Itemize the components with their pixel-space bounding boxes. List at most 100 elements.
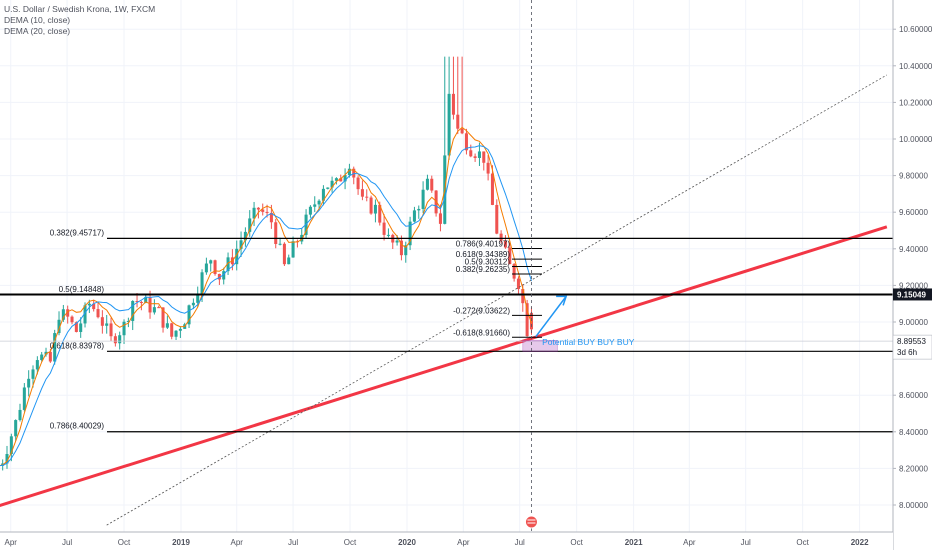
red-trendline bbox=[0, 225, 888, 507]
candle-body bbox=[417, 208, 421, 211]
x-tick-label: Apr bbox=[683, 538, 696, 547]
candle-body bbox=[360, 189, 364, 197]
fib2-level-label: 0.382(9.26235) bbox=[456, 265, 511, 274]
current-price-text: 8.89553 bbox=[897, 337, 926, 346]
candle-body bbox=[269, 212, 273, 223]
candle-body bbox=[438, 213, 442, 224]
y-tick-label: 10.60000 bbox=[899, 25, 932, 34]
candle-body bbox=[386, 234, 390, 236]
candle-body bbox=[512, 264, 516, 279]
x-tick-label: 2019 bbox=[172, 538, 190, 547]
candle-body bbox=[430, 178, 434, 191]
candle-body bbox=[144, 297, 148, 303]
candle-body bbox=[196, 293, 200, 303]
buy-zone-box bbox=[522, 339, 558, 352]
candle-body bbox=[165, 323, 169, 328]
candle-body bbox=[44, 351, 48, 355]
y-tick-label: 8.00000 bbox=[899, 501, 928, 510]
candle-body bbox=[152, 307, 156, 313]
y-tick-label: 10.40000 bbox=[899, 62, 932, 71]
candle-body bbox=[477, 151, 481, 158]
candle-body bbox=[369, 197, 373, 214]
y-tick-label: 10.20000 bbox=[899, 98, 932, 107]
candle-body bbox=[399, 240, 403, 256]
candle-body bbox=[521, 289, 525, 304]
fib-level-label: 0.382(9.45717) bbox=[50, 228, 105, 237]
candle-body bbox=[274, 222, 278, 244]
candle-body bbox=[187, 305, 191, 325]
x-tick-label: Apr bbox=[457, 538, 470, 547]
candle-body bbox=[204, 263, 208, 273]
candle-body bbox=[282, 243, 286, 265]
candle-body bbox=[105, 323, 109, 326]
candle-body bbox=[256, 207, 260, 210]
candle-body bbox=[9, 436, 13, 454]
x-tick-label: 2022 bbox=[851, 538, 869, 547]
candle-body bbox=[265, 211, 269, 213]
projection-arrow-head bbox=[556, 295, 568, 306]
annotation-text: Potential BUY BUY BUY bbox=[542, 337, 635, 347]
x-tick-label: Oct bbox=[118, 538, 131, 547]
current-price-tag bbox=[892, 334, 932, 360]
candle-body bbox=[382, 222, 386, 235]
candle-body bbox=[170, 323, 174, 337]
candle-body bbox=[53, 333, 57, 362]
x-tick-label: Jul bbox=[741, 538, 751, 547]
y-tick-label: 8.40000 bbox=[899, 428, 928, 437]
x-tick-label: Oct bbox=[344, 538, 357, 547]
candle-body bbox=[451, 93, 455, 115]
candle-body bbox=[347, 168, 351, 176]
candle-body bbox=[139, 301, 143, 303]
candle-body bbox=[456, 114, 460, 129]
candle-body bbox=[200, 272, 204, 294]
dema-20-line bbox=[0, 145, 532, 467]
candle-body bbox=[66, 309, 70, 317]
candle-body bbox=[178, 328, 182, 331]
candle-body bbox=[61, 309, 65, 320]
fib-level-label: 0.786(8.40029) bbox=[50, 422, 105, 431]
candle-body bbox=[404, 245, 408, 256]
candle-body bbox=[148, 297, 152, 313]
candle-body bbox=[378, 204, 382, 223]
candle-body bbox=[5, 453, 9, 464]
fib2-level-label: 0.618(9.34389) bbox=[456, 250, 511, 259]
candle-body bbox=[339, 178, 343, 182]
y-tick-label: 9.00000 bbox=[899, 318, 928, 327]
candle-body bbox=[226, 257, 230, 272]
candle-body bbox=[425, 178, 429, 190]
candle-body bbox=[529, 312, 533, 330]
candle-body bbox=[27, 378, 31, 388]
chart-legend: U.S. Dollar / Swedish Krona, 1W, FXCM DE… bbox=[4, 4, 155, 37]
candle-body bbox=[131, 301, 135, 321]
candle-body bbox=[408, 221, 412, 246]
candle-body bbox=[22, 387, 26, 410]
candle-body bbox=[490, 173, 494, 205]
candle-body bbox=[83, 305, 87, 324]
countdown-text: 3d 6h bbox=[897, 348, 917, 357]
candle-body bbox=[464, 133, 468, 151]
event-icon-circle bbox=[524, 515, 538, 529]
candle-body bbox=[516, 278, 520, 290]
y-tick-label: 9.60000 bbox=[899, 208, 928, 217]
indicator-label-dema10: DEMA (10, close) bbox=[4, 15, 71, 25]
candle-body bbox=[503, 240, 507, 248]
candle-body bbox=[239, 240, 243, 249]
candle-body bbox=[326, 187, 330, 189]
candle-body bbox=[157, 307, 161, 309]
candle-body bbox=[113, 336, 117, 344]
x-tick-label: Apr bbox=[230, 538, 243, 547]
candle-body bbox=[57, 319, 61, 334]
x-tick-label: 2020 bbox=[398, 538, 416, 547]
x-tick-label: Jul bbox=[515, 538, 525, 547]
candle-body bbox=[35, 360, 39, 370]
candle-body bbox=[356, 177, 360, 190]
candle-body bbox=[174, 330, 178, 337]
candle-body bbox=[100, 317, 104, 326]
x-tick-label: Oct bbox=[796, 538, 809, 547]
fib2-level-label: 0.786(9.40197) bbox=[456, 239, 511, 248]
candle-body bbox=[321, 188, 325, 201]
candle-body bbox=[291, 241, 295, 258]
projection-arrow-line bbox=[535, 295, 567, 338]
